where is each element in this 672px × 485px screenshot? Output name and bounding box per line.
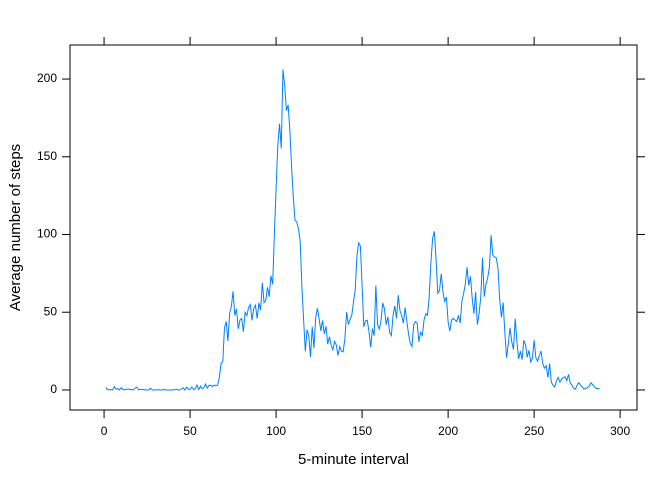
y-tick-label: 150 [37,149,57,163]
x-tick-label: 100 [266,424,286,438]
y-axis-title: Average number of steps [7,144,24,311]
x-axis-title: 5-minute interval [298,451,409,468]
x-tick-label: 0 [101,424,108,438]
x-tick-label: 50 [183,424,197,438]
y-tick-label: 0 [50,382,57,396]
x-tick-label: 300 [610,424,630,438]
x-tick-label: 200 [438,424,458,438]
y-tick-label: 50 [44,304,58,318]
y-tick-label: 100 [37,227,57,241]
x-tick-label: 250 [524,424,544,438]
y-tick-label: 200 [37,71,57,85]
x-tick-label: 150 [352,424,372,438]
plot-border [69,44,638,411]
data-line [105,69,600,391]
